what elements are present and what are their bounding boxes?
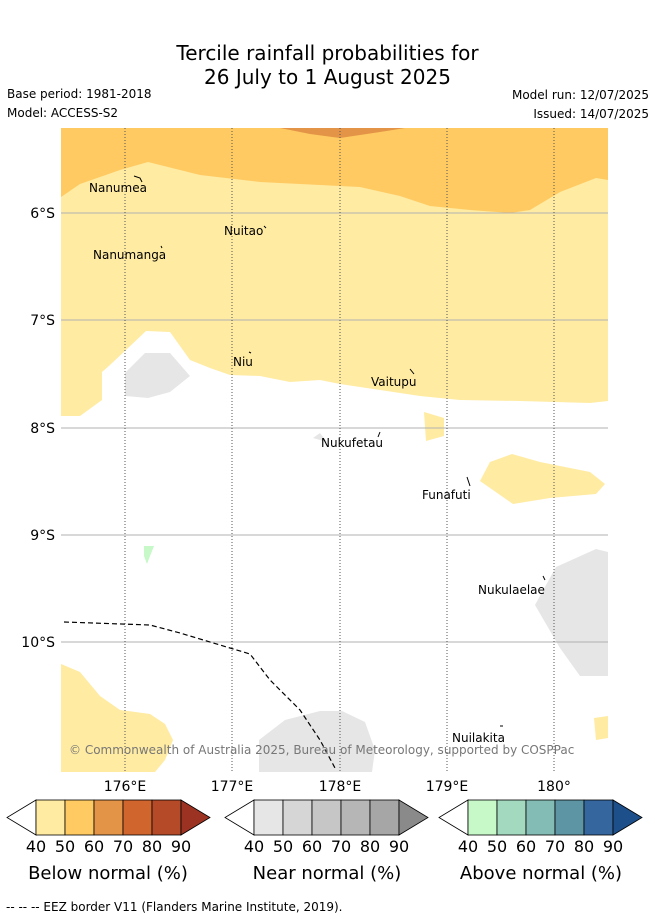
legend-title-below-normal: Below normal (%)	[28, 863, 188, 884]
colorbar-group	[6, 799, 643, 836]
below-normal-colorbar-right-extend	[180, 799, 211, 836]
near-normal-patch-south	[259, 711, 375, 772]
above-normal-colorbar-segment	[554, 799, 585, 836]
lat-label-8s: 8°S	[30, 421, 55, 437]
lon-label-178e: 178°E	[319, 779, 362, 795]
near-normal-tick-label: 70	[330, 837, 352, 856]
near-normal-colorbar-segment	[340, 799, 371, 836]
above-normal-colorbar-right-extend	[612, 799, 643, 836]
near-normal-tick-label: 90	[388, 837, 410, 856]
below-normal-colorbar-segment	[35, 799, 66, 836]
below-normal-tick-label: 60	[83, 837, 105, 856]
near-normal-colorbar-segment	[253, 799, 284, 836]
near-normal-patch-nukufetau	[313, 433, 327, 442]
lon-label-179e: 179°E	[426, 779, 469, 795]
longitude-gridlines	[124, 128, 555, 772]
base-period-label: Base period: 1981-2018	[7, 87, 152, 101]
below-normal-tick-label: 50	[54, 837, 76, 856]
eez-border-line	[63, 621, 336, 769]
above-normal-tick-label: 90	[602, 837, 624, 856]
near-normal-tick-label: 40	[243, 837, 265, 856]
above-normal-colorbar-segment	[525, 799, 556, 836]
near-normal-tick-label: 60	[301, 837, 323, 856]
place-label-nuitao: Nuitao	[224, 224, 263, 238]
below-normal-50-region	[61, 128, 608, 213]
above-normal-tick-label: 70	[544, 837, 566, 856]
near-normal-tick-label: 50	[272, 837, 294, 856]
below-normal-colorbar-segment	[122, 799, 153, 836]
copyright-text: © Commonwealth of Australia 2025, Bureau…	[69, 743, 574, 757]
above-normal-tick-label: 80	[573, 837, 595, 856]
place-label-funafuti: Funafuti	[422, 488, 471, 502]
below-normal-colorbar-left-extend	[6, 799, 37, 836]
below-normal-patch-funafuti-north	[424, 412, 444, 441]
lon-label-177e: 177°E	[211, 779, 254, 795]
map-title-line1: Tercile rainfall probabilities for	[176, 41, 479, 65]
above-normal-tick-label: 50	[486, 837, 508, 856]
place-label-nukulaelae: Nukulaelae	[478, 583, 545, 597]
lat-label-7s: 7°S	[30, 313, 55, 329]
near-normal-colorbar-left-extend	[224, 799, 255, 836]
above-normal-tick-label: 40	[457, 837, 479, 856]
below-normal-colorbar-segment	[151, 799, 182, 836]
issued-label: Issued: 14/07/2025	[533, 107, 649, 121]
below-normal-colorbar-segment	[93, 799, 124, 836]
near-normal-tick-label: 80	[359, 837, 381, 856]
place-label-nuilakita: Nuilakita	[452, 731, 505, 745]
above-normal-colorbar-segment	[467, 799, 498, 836]
model-label: Model: ACCESS-S2	[7, 106, 119, 120]
lon-label-180: 180°	[537, 779, 571, 795]
near-normal-colorbar-right-extend	[398, 799, 429, 836]
below-normal-patch-southwest	[61, 664, 173, 772]
below-normal-tick-label: 70	[112, 837, 134, 856]
lon-label-176e: 176°E	[104, 779, 147, 795]
above-normal-colorbar-segment	[496, 799, 527, 836]
island-marks	[133, 175, 546, 727]
below-normal-patch-funafuti-east	[480, 454, 605, 504]
near-normal-colorbar-segment	[282, 799, 313, 836]
place-label-niu: Niu	[233, 355, 253, 369]
below-normal-tick-label: 80	[141, 837, 163, 856]
legend-title-above-normal: Above normal (%)	[459, 863, 623, 884]
lat-label-6s: 6°S	[30, 206, 55, 222]
above-normal-tick-label: 60	[515, 837, 537, 856]
lat-label-9s: 9°S	[30, 528, 55, 544]
model-run-label: Model run: 12/07/2025	[511, 88, 649, 102]
map-title-line2: 26 July to 1 August 2025	[204, 65, 451, 89]
place-label-vaitupu: Vaitupu	[371, 375, 417, 389]
below-normal-patch-southeast	[594, 716, 608, 740]
place-label-nanumea: Nanumea	[89, 181, 147, 195]
below-normal-tick-label: 40	[25, 837, 47, 856]
lat-label-10s: 10°S	[21, 635, 55, 651]
near-normal-colorbar-segment	[369, 799, 400, 836]
below-normal-tick-label: 90	[170, 837, 192, 856]
above-normal-colorbar-left-extend	[438, 799, 469, 836]
legend-title-near-normal: Near normal (%)	[252, 863, 402, 884]
place-label-nukufetau: Nukufetau	[321, 436, 383, 450]
eez-footnote: -- -- -- EEZ border V11 (Flanders Marine…	[6, 900, 343, 914]
place-label-nanumanga: Nanumanga	[93, 248, 166, 262]
near-normal-colorbar-segment	[311, 799, 342, 836]
near-normal-patch-west	[125, 353, 190, 398]
above-normal-patch	[144, 546, 154, 564]
near-normal-patch-nukulaelae	[535, 549, 608, 676]
below-normal-60-region	[280, 128, 405, 138]
above-normal-colorbar-segment	[583, 799, 614, 836]
below-normal-colorbar-segment	[64, 799, 95, 836]
latitude-gridlines	[61, 212, 608, 643]
